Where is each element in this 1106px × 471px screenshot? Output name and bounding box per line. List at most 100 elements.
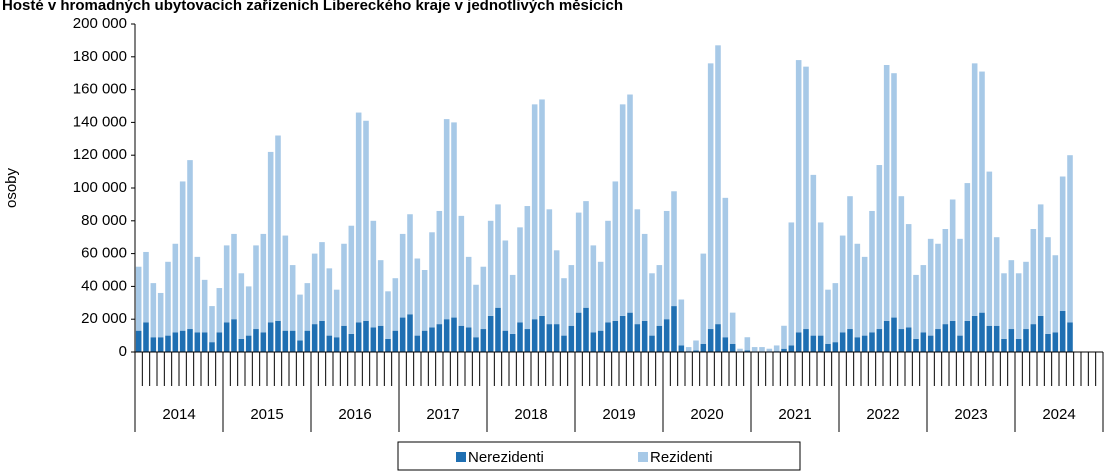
bar-segment (927, 238, 934, 336)
bar-segment (451, 317, 457, 352)
bar-segment (1037, 315, 1044, 352)
bar-segment (546, 209, 553, 325)
bar-segment (729, 312, 736, 344)
y-axis-label: osoby (3, 167, 20, 208)
bar-segment (957, 238, 963, 336)
bar-segment (165, 261, 171, 336)
bar-segment (663, 319, 670, 352)
bar-segment (341, 243, 347, 326)
bar-segment (803, 329, 809, 352)
bar-segment (150, 283, 157, 338)
bar-segment (913, 274, 919, 339)
bar-segment (883, 320, 890, 352)
bar-segment (619, 104, 626, 316)
bar-segment (216, 288, 223, 333)
bar-segment (634, 324, 641, 352)
bar-segment (341, 325, 347, 352)
bar-segment (179, 181, 186, 331)
bar-segment (385, 338, 391, 352)
bar-segment (377, 260, 384, 326)
bar-segment (326, 335, 333, 352)
bar-segment (216, 332, 223, 352)
legend-swatch (456, 452, 466, 462)
bar-segment (297, 340, 303, 352)
bar-segment (1023, 329, 1029, 352)
bar-segment (656, 325, 663, 352)
bar-segment (267, 151, 274, 323)
bar-segment (245, 335, 252, 352)
bar-segment (612, 181, 619, 321)
bar-segment (979, 71, 985, 313)
bar-segment (781, 348, 787, 352)
year-label: 2019 (602, 406, 635, 423)
bar-segment (898, 196, 905, 330)
bar-segment (803, 66, 809, 330)
bar-segment (480, 266, 487, 330)
bar-segment (531, 319, 538, 352)
bar-segment (458, 325, 465, 352)
bar-segment (414, 258, 421, 336)
bar-segment (517, 322, 523, 352)
bar-segment (502, 240, 509, 331)
bar-segment (451, 122, 457, 318)
bar-segment (297, 294, 303, 341)
bar-segment (781, 325, 787, 349)
bar-segment (590, 332, 597, 352)
bar-segment (656, 265, 663, 326)
bar-segment (715, 324, 721, 352)
bar-segment (1045, 333, 1051, 352)
bar-segment (905, 327, 912, 352)
bar-segment (1045, 237, 1051, 334)
bar-segment (825, 289, 831, 344)
bar-segment (1015, 338, 1022, 352)
bar-segment (414, 335, 421, 352)
bar-segment (795, 60, 802, 333)
bar-segment (861, 256, 868, 336)
bar-segment (678, 345, 685, 352)
y-tick-label: 80 000 (81, 212, 127, 229)
bar-segment (561, 278, 567, 336)
y-tick-label: 120 000 (73, 146, 127, 163)
bar-segment (1030, 229, 1037, 325)
bar-segment (509, 274, 516, 334)
bar-segment (289, 265, 296, 331)
bar-segment (363, 320, 369, 352)
bar-segment (766, 348, 773, 352)
bar-segment (509, 333, 516, 352)
bar-segment (627, 312, 633, 352)
bar-segment (304, 330, 311, 352)
bar-segment (1059, 311, 1066, 352)
bar-segment (135, 330, 142, 352)
bar-segment (172, 243, 179, 333)
bar-segment (187, 160, 193, 330)
bar-segment (399, 317, 406, 352)
bar-segment (502, 330, 509, 352)
bar-segment (275, 135, 281, 321)
bar-segment (436, 210, 443, 325)
bar-segment (722, 197, 729, 338)
bar-segment (949, 320, 956, 352)
bar-segment (854, 337, 861, 352)
legend-label: Nerezidenti (468, 449, 544, 466)
y-tick-label: 200 000 (73, 15, 127, 32)
bar-segment (891, 73, 897, 318)
bar-segment (370, 220, 377, 328)
bar-segment (260, 233, 267, 333)
bar-segment (319, 242, 325, 321)
y-tick-label: 180 000 (73, 48, 127, 65)
bar-segment (810, 174, 817, 336)
bar-segment (605, 220, 611, 323)
bar-segment (590, 245, 597, 333)
year-label: 2020 (690, 406, 723, 423)
bar-segment (363, 120, 369, 321)
bar-segment (663, 210, 670, 320)
bar-segment (1067, 155, 1073, 323)
bar-segment (201, 279, 208, 333)
bar-segment (597, 261, 604, 331)
bar-segment (935, 243, 941, 330)
bar-segment (883, 65, 890, 321)
year-label: 2014 (162, 406, 195, 423)
bar-segment (810, 335, 817, 352)
legend-swatch (638, 452, 648, 462)
